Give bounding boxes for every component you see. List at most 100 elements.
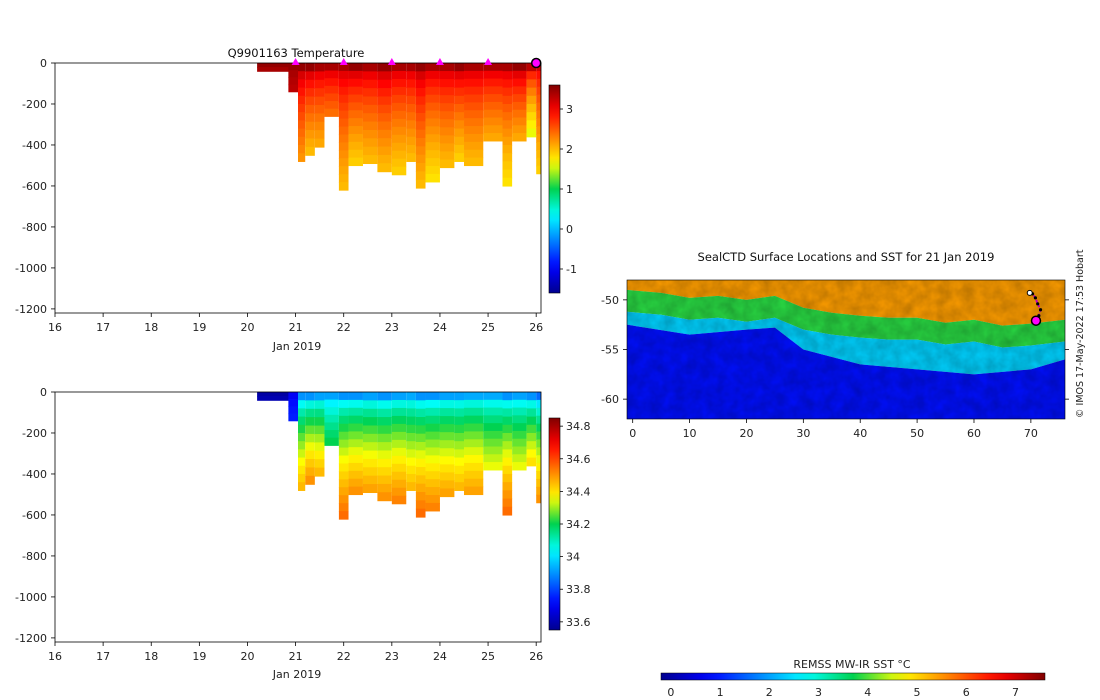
p2-profile-cell <box>464 399 484 409</box>
p1-profile-cell <box>305 130 315 140</box>
p1-profile-cell <box>324 63 339 72</box>
p2-profile-cell <box>425 439 440 449</box>
p2-profile-cell <box>526 432 537 442</box>
p1-profile-cell <box>483 94 503 103</box>
p1-profile-cell <box>391 126 407 136</box>
p2-profile-cell <box>512 392 527 401</box>
p1-profile-cell <box>415 179 426 189</box>
p2-profile-cell <box>305 392 315 401</box>
p2-profile-cell <box>425 415 440 425</box>
surface-marker <box>387 58 396 65</box>
p2-cb-tick-label: 34.2 <box>566 518 591 531</box>
p1-profile-cell <box>502 63 513 72</box>
sst-cb-tick-label: 6 <box>963 686 970 699</box>
p2-ytick-label: -1200 <box>15 632 47 645</box>
p1-profile-cell <box>324 85 339 95</box>
p2-profile-cell <box>406 482 416 491</box>
p1-profile-cell <box>338 110 349 120</box>
p1-ytick-label: -800 <box>22 221 47 234</box>
p1-profile-cell <box>536 149 541 159</box>
p1-profile-cell <box>377 121 392 131</box>
p2-profile-cell <box>536 486 541 496</box>
p2-profile-cell <box>391 439 407 449</box>
p2-profile-cell <box>512 430 527 440</box>
p2-profile-cell <box>298 400 306 409</box>
p2-profile-cell <box>425 495 440 504</box>
p1-profile-cell <box>338 182 349 191</box>
p1-profile-cell <box>377 129 392 139</box>
p2-profile-cell <box>391 399 407 409</box>
p1-profile-cell <box>502 128 513 138</box>
p2-profile-cell <box>415 508 426 518</box>
p2-profile-cell <box>377 417 392 427</box>
p1-profile-cell <box>338 78 349 88</box>
p2-ytick-label: -600 <box>22 509 47 522</box>
p2-profile-cell <box>483 430 503 440</box>
p1-profile-cell <box>406 95 416 105</box>
p2-profile-cell <box>305 417 315 427</box>
p2-profile-cell <box>338 511 349 520</box>
sst-cb-tick-label: 3 <box>815 686 822 699</box>
p1-profile-cell <box>415 113 426 122</box>
p1-profile-cell <box>483 86 503 95</box>
p2-profile-cell <box>406 400 416 409</box>
p2-profile-cell <box>377 425 392 435</box>
map-xtick-label: 10 <box>683 427 697 440</box>
p1-profile-cell <box>483 101 503 111</box>
surface-marker <box>484 58 493 65</box>
p1-profile-cell <box>425 134 440 143</box>
p2-profile-cell <box>454 449 465 459</box>
p2-profile-cell <box>406 465 416 475</box>
p1-profile-cell <box>362 138 378 148</box>
p2-profile-cell <box>298 424 306 434</box>
p2-profile-cell <box>338 479 349 488</box>
p2-profile-cell <box>391 407 407 417</box>
p1-profile-cell <box>512 117 527 126</box>
imos-watermark: © IMOS 17-May-2022 17:53 Hobart <box>1075 249 1086 418</box>
p2-cb-tick-label: 33.6 <box>566 616 591 629</box>
p1-profile-cell <box>338 166 349 175</box>
p1-profile-cell <box>536 134 541 143</box>
p1-profile-cell <box>502 177 513 187</box>
p2-profile-cell <box>298 392 306 401</box>
p1-profile-cell <box>415 154 426 164</box>
p2-profile-cell <box>298 473 306 483</box>
sst-colorbar-label: REMSS MW-IR SST °C <box>793 658 911 671</box>
p2-profile-cell <box>298 449 306 459</box>
p2-profile-cell <box>338 392 349 401</box>
p1-xtick-label: 26 <box>529 321 543 334</box>
p1-profile-cell <box>425 126 440 135</box>
p1-profile-cell <box>338 126 349 136</box>
p1-profile-cell <box>391 78 407 88</box>
map-xtick-label: 40 <box>853 427 867 440</box>
p2-xtick-label: 16 <box>48 650 62 663</box>
p1-profile-cell <box>377 146 392 156</box>
p1-profile-cell <box>288 84 298 93</box>
p2-profile-cell <box>425 479 440 488</box>
p1-profile-cell <box>362 146 378 156</box>
p2-profile-cell <box>338 399 349 409</box>
p2-profile-cell <box>314 442 325 452</box>
p1-profile-cell <box>512 86 527 95</box>
p1-profile-cell <box>298 79 306 89</box>
p2-profile-cell <box>362 458 378 468</box>
p1-profile-cell <box>454 71 465 80</box>
p2-profile-cell <box>338 463 349 473</box>
p1-profile-cell <box>305 96 315 106</box>
p2-cb-tick-label: 34.6 <box>566 453 591 466</box>
p2-profile-cell <box>406 392 416 401</box>
p1-profile-cell <box>298 112 306 121</box>
p1-profile-cell <box>324 93 339 102</box>
p2-profile-cell <box>483 399 503 409</box>
p2-profile-cell <box>362 392 378 401</box>
p2-ytick-label: -400 <box>22 468 47 481</box>
p2-profile-cell <box>439 432 455 441</box>
p2-profile-cell <box>536 392 541 401</box>
sst-cb-tick-label: 0 <box>667 686 674 699</box>
p1-profile-cell <box>454 136 465 146</box>
p2-profile-cell <box>526 441 537 450</box>
p1-profile-cell <box>454 95 465 105</box>
p2-profile-cell <box>348 439 363 448</box>
p2-profile-cell <box>483 438 503 448</box>
p2-profile-cell <box>483 454 503 463</box>
